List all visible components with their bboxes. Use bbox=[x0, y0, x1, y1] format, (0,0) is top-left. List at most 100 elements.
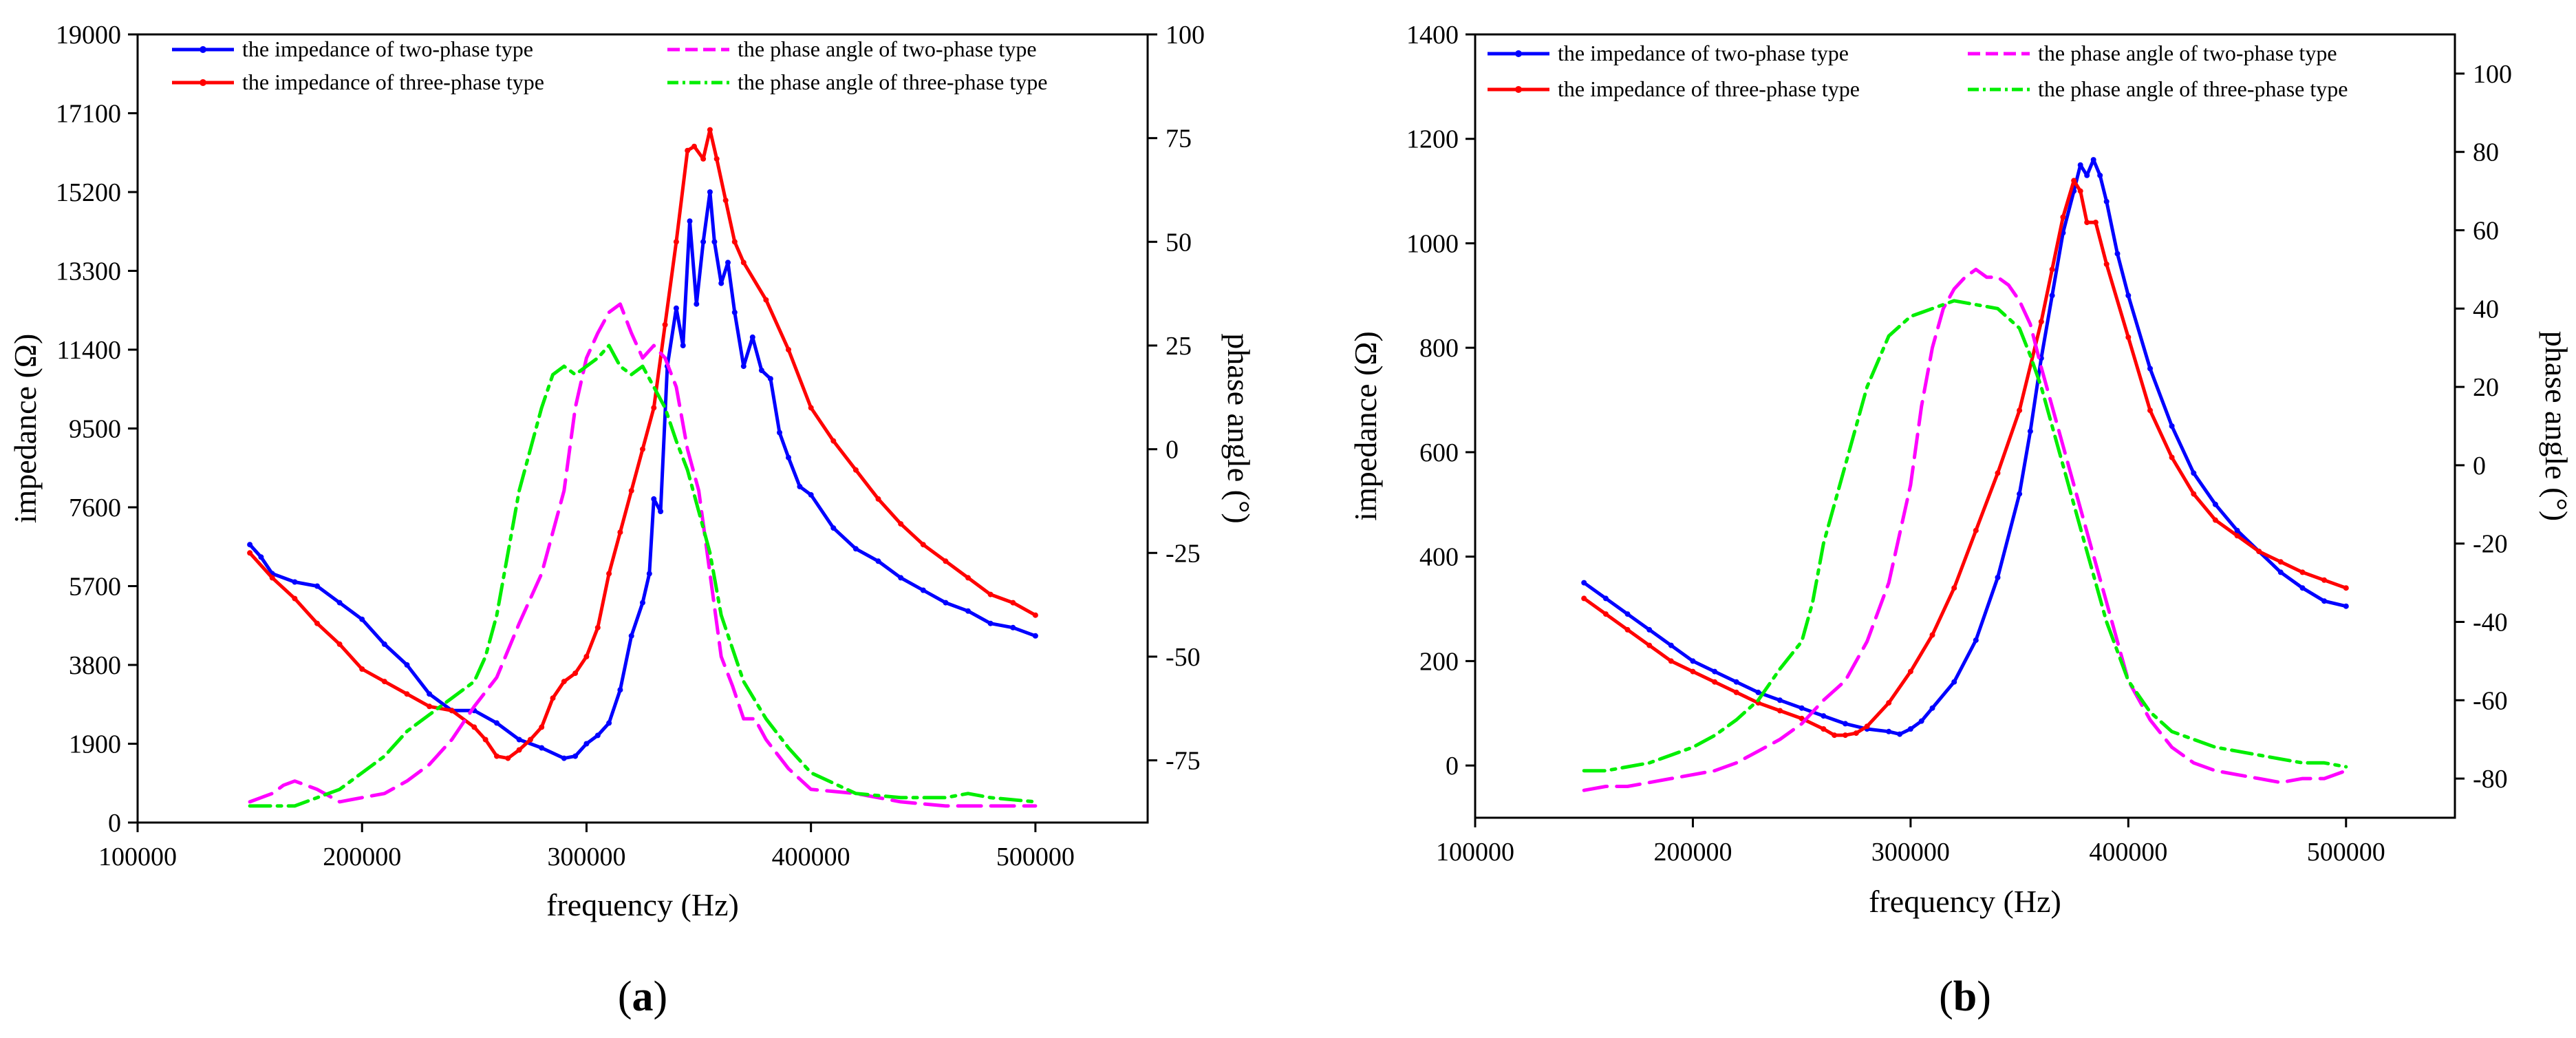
series-2-point bbox=[1973, 527, 1979, 533]
y-tick-label: 600 bbox=[1419, 438, 1459, 467]
series-line-3 bbox=[1582, 267, 2348, 792]
series-2-point bbox=[1646, 642, 1653, 648]
series-2-point bbox=[2256, 549, 2262, 555]
legend-marker-2 bbox=[200, 79, 206, 86]
series-1-point bbox=[1668, 642, 1674, 648]
series-1-point bbox=[1995, 575, 2001, 580]
series-1-point bbox=[694, 301, 700, 307]
series-2-point bbox=[550, 695, 556, 701]
series-1-point bbox=[758, 368, 764, 374]
series-1-point bbox=[1951, 679, 1957, 685]
y2-tick-label: -20 bbox=[2473, 530, 2508, 559]
y2-tick-label: -60 bbox=[2473, 686, 2508, 715]
series-1-point bbox=[920, 587, 926, 593]
series-2-point bbox=[1581, 595, 1587, 602]
series-1-point bbox=[1777, 697, 1783, 703]
series-2-point bbox=[2343, 585, 2349, 591]
series-2-point bbox=[2321, 577, 2328, 583]
x-axis-label: frequency (Hz) bbox=[1869, 884, 2061, 919]
series-1-point bbox=[539, 745, 545, 751]
series-1-point bbox=[808, 491, 814, 498]
series-1-point bbox=[767, 376, 773, 382]
y-tick-label: 9500 bbox=[69, 415, 121, 444]
series-line-2 bbox=[248, 128, 1038, 761]
series-1-point bbox=[258, 554, 264, 560]
legend-label-2: the impedance of three-phase type bbox=[242, 70, 544, 94]
x-tick-label: 500000 bbox=[2307, 838, 2385, 867]
y-tick-label: 7600 bbox=[69, 494, 121, 522]
series-1-point bbox=[336, 600, 343, 606]
series-1-point bbox=[2103, 198, 2110, 204]
series-1-point bbox=[2212, 501, 2218, 507]
series-1-point bbox=[658, 509, 664, 514]
series-1-point bbox=[725, 260, 731, 266]
series-1-point bbox=[1843, 721, 1848, 727]
series-1-point bbox=[2027, 428, 2033, 434]
series-1-point bbox=[1733, 679, 1739, 685]
series-2-point bbox=[1712, 679, 1718, 685]
series-1-point bbox=[2277, 569, 2284, 575]
x-tick-label: 300000 bbox=[547, 843, 625, 871]
series-2-point bbox=[943, 558, 949, 564]
y2-tick-label: -50 bbox=[1166, 643, 1201, 672]
series-2-point bbox=[617, 529, 623, 536]
series-2-point bbox=[2169, 454, 2175, 460]
series-1-point bbox=[1010, 624, 1016, 631]
series-2-point bbox=[606, 571, 612, 577]
series-1-point bbox=[2343, 603, 2349, 609]
legend: the impedance of two-phase type the imped… bbox=[172, 36, 1047, 94]
y2-tick-label: 75 bbox=[1166, 125, 1192, 153]
series-line-4 bbox=[1582, 299, 2348, 773]
series-1-point bbox=[1581, 580, 1587, 586]
y-tick-label: 13300 bbox=[56, 257, 121, 286]
series-1-point bbox=[687, 218, 693, 224]
series-2-point bbox=[628, 487, 634, 494]
series-1-point bbox=[2114, 251, 2121, 257]
series-1-point bbox=[852, 546, 859, 552]
x-tick-label: 100000 bbox=[98, 843, 177, 871]
series-2-point bbox=[2071, 178, 2077, 184]
series-1-point bbox=[561, 755, 567, 761]
series-1-point bbox=[700, 239, 707, 245]
series-2-point bbox=[527, 737, 533, 743]
y-tick-label: 1900 bbox=[69, 730, 121, 759]
series-1-point bbox=[1821, 713, 1827, 719]
series-2-point bbox=[539, 724, 545, 730]
series-1-point bbox=[786, 454, 791, 460]
series-1-point bbox=[777, 430, 782, 436]
y-axis-label: impedance (Ω) bbox=[8, 334, 43, 524]
series-2-point bbox=[1951, 585, 1957, 591]
series-1-point bbox=[404, 662, 410, 668]
y2-tick-label: 60 bbox=[2473, 217, 2499, 246]
series-2-point bbox=[359, 666, 365, 672]
series-2-point bbox=[292, 595, 298, 602]
series-1-point bbox=[2090, 157, 2096, 163]
y2-tick-label: -40 bbox=[2473, 608, 2508, 637]
series-1-point bbox=[749, 334, 755, 340]
series-1-point bbox=[2077, 162, 2083, 168]
series-2-point bbox=[673, 239, 679, 245]
y-tick-label: 3800 bbox=[69, 651, 121, 680]
series-2-point bbox=[640, 446, 645, 452]
series-1-point bbox=[594, 732, 601, 739]
y2-tick-label: 40 bbox=[2473, 295, 2499, 324]
series-1-point bbox=[427, 691, 433, 697]
series-2-point bbox=[1821, 726, 1827, 732]
series-1-point bbox=[314, 583, 320, 589]
series-2-point bbox=[572, 670, 579, 677]
series-2-point bbox=[594, 624, 601, 631]
series-1-point bbox=[2017, 491, 2023, 497]
series-2-point bbox=[2299, 569, 2306, 575]
series-2-point bbox=[1832, 732, 1838, 739]
series-2-point bbox=[722, 198, 729, 204]
series-2-point bbox=[1843, 732, 1848, 739]
series-1-point bbox=[875, 558, 881, 564]
legend-label-2: the impedance of three-phase type bbox=[1558, 76, 1860, 101]
series-1-point bbox=[731, 309, 738, 315]
series-line-2 bbox=[1582, 178, 2348, 737]
series-2-point bbox=[505, 755, 511, 761]
series-2-point bbox=[516, 747, 522, 753]
x-tick-label: 400000 bbox=[2089, 838, 2167, 867]
y2-tick-label: 25 bbox=[1166, 332, 1192, 361]
series-2-point bbox=[2125, 335, 2132, 340]
